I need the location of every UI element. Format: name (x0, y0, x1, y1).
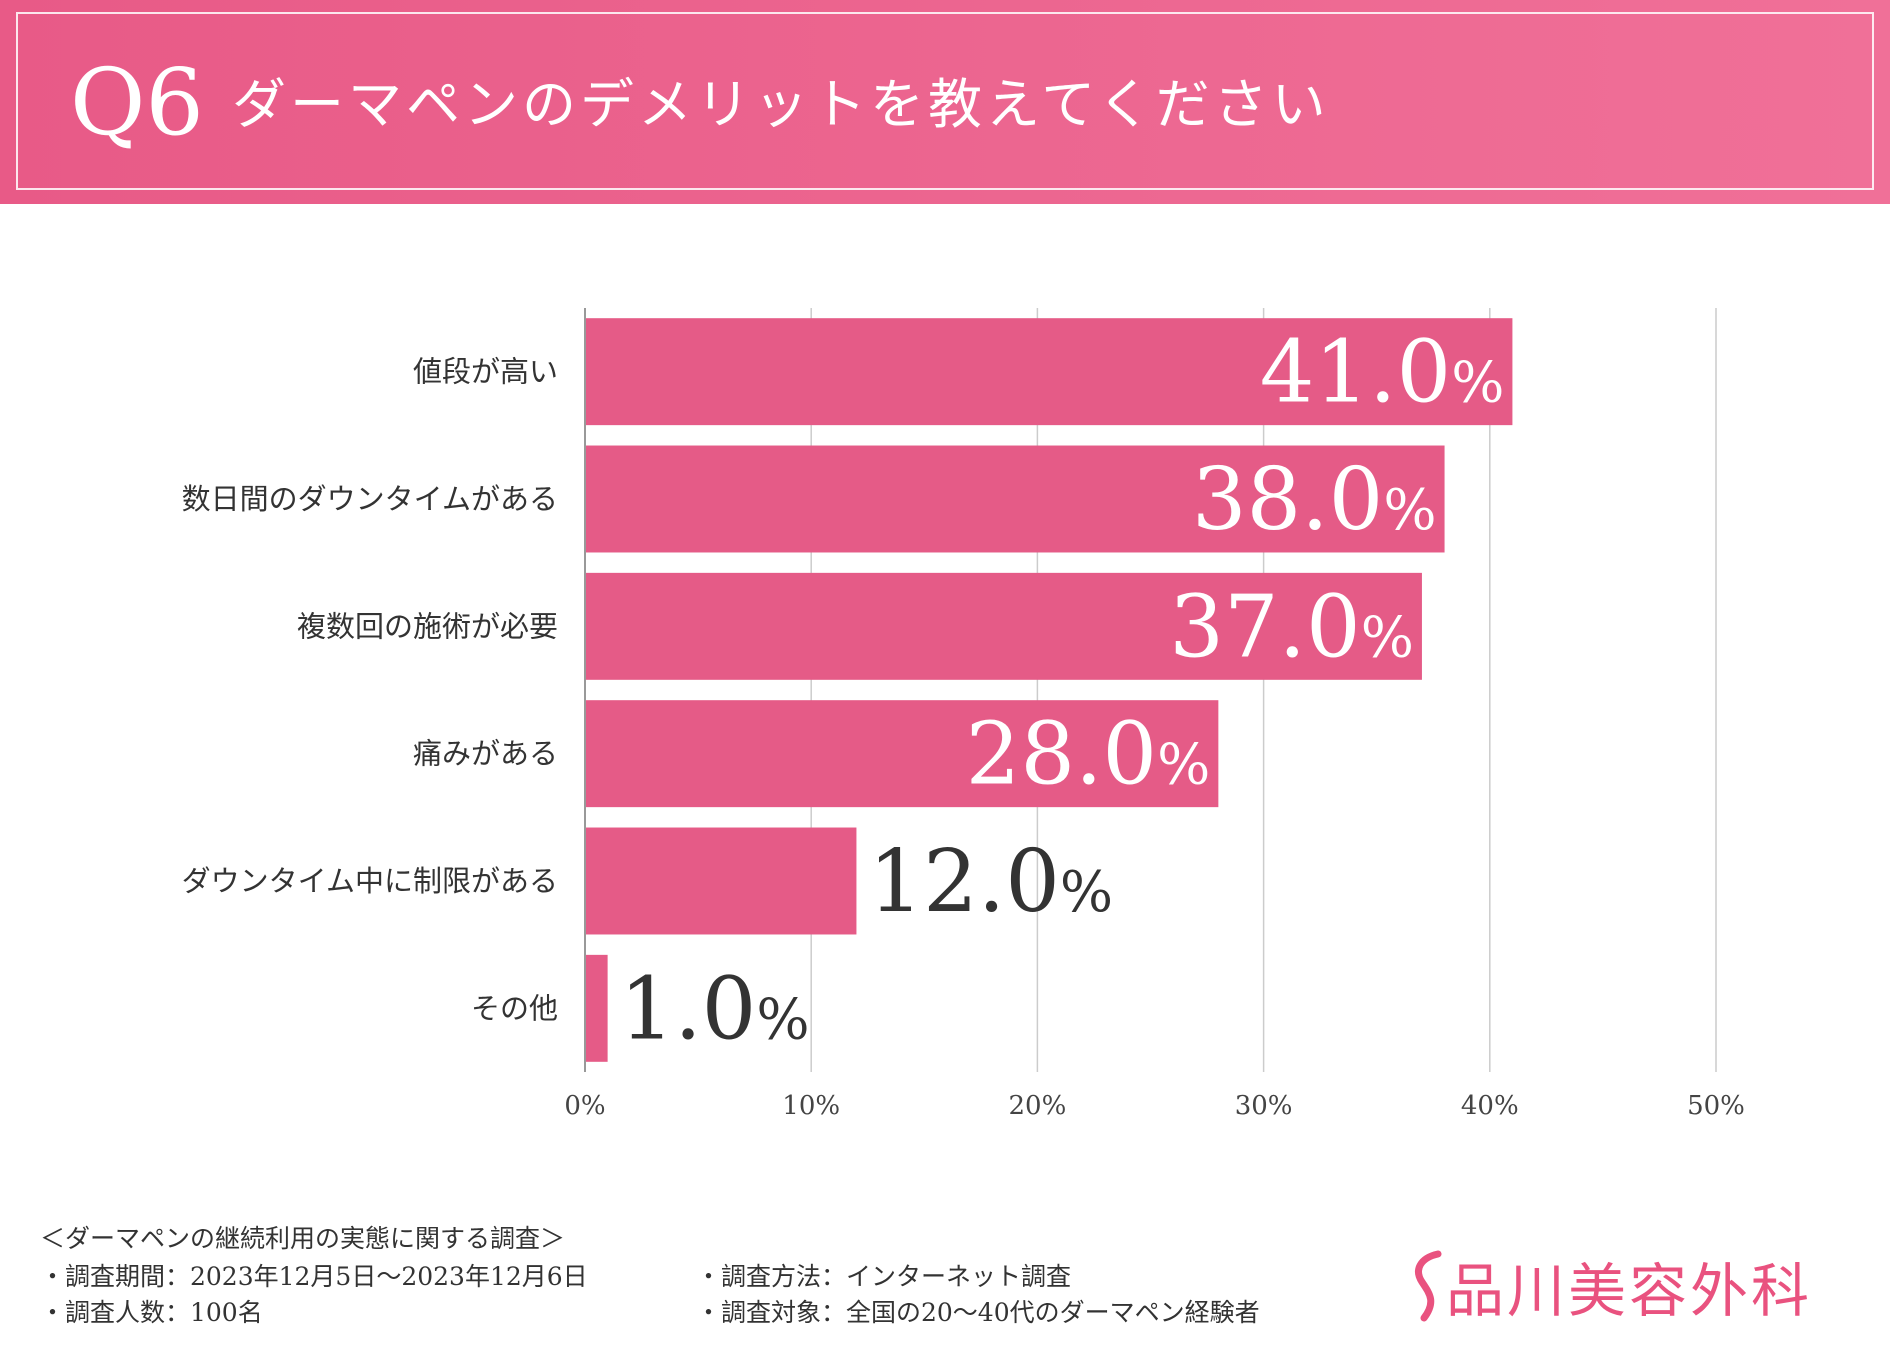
x-tick-label: 0% (564, 1091, 605, 1121)
data-label: 1.0% (620, 959, 810, 1059)
survey-period: ・調査期間：2023年12月5日〜2023年12月6日 (40, 1262, 588, 1291)
logo-swash-icon (1415, 1250, 1442, 1322)
x-tick-label: 30% (1235, 1091, 1293, 1121)
category-label: 痛みがある (413, 737, 558, 771)
question-title: ダーマペンのデメリットを教えてください (232, 73, 1330, 136)
x-tick-label: 40% (1461, 1091, 1519, 1121)
x-tick-label: 10% (782, 1091, 840, 1121)
data-label: 38.0% (1192, 450, 1437, 550)
bar (586, 318, 1513, 426)
bar (586, 572, 1422, 680)
bar (586, 445, 1445, 553)
data-label: 41.0% (1260, 323, 1505, 423)
header-frame (16, 12, 1874, 190)
category-label: 値段が高い (413, 355, 558, 389)
bar (586, 827, 857, 935)
data-label: 28.0% (966, 705, 1211, 805)
survey-target: ・調査対象：全国の20〜40代のダーマペン経験者 (696, 1298, 1260, 1327)
x-tick-label: 50% (1687, 1091, 1745, 1121)
category-label: ダウンタイム中に制限がある (182, 864, 558, 898)
survey-method: ・調査方法：インターネット調査 (696, 1262, 1072, 1291)
category-label: その他 (471, 991, 558, 1025)
category-label: 数日間のダウンタイムがある (182, 482, 558, 516)
data-label: 12.0% (868, 832, 1113, 932)
brand-logo: 品川美容外科 (1410, 1246, 1812, 1326)
x-tick-label: 20% (1009, 1091, 1067, 1121)
bar (586, 700, 1219, 808)
question-number: Q6 (70, 49, 204, 156)
category-label: 複数回の施術が必要 (297, 609, 558, 643)
survey-title: ＜ダーマペンの継続利用の実態に関する調査＞ (40, 1224, 566, 1253)
bar (586, 954, 608, 1062)
survey-respondents: ・調査人数：100名 (40, 1298, 263, 1327)
logo-text: 品川美容外科 (1446, 1257, 1813, 1325)
header-banner: Q6 ダーマペンのデメリットを教えてください (0, 0, 1890, 204)
data-label: 37.0% (1169, 577, 1414, 677)
